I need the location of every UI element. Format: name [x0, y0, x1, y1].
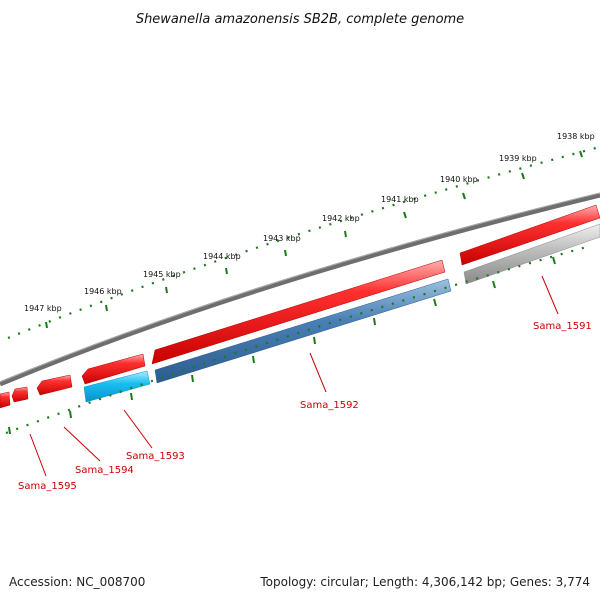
- tick-1946: [105, 304, 108, 312]
- leader-sama-1595: [29, 433, 47, 477]
- leader-sama-1592: [309, 352, 327, 393]
- gene-label-sama-1592[interactable]: Sama_1592: [300, 400, 359, 411]
- gene-label-sama-1591[interactable]: Sama_1591: [533, 321, 592, 332]
- inner-tick-3: [433, 298, 437, 307]
- reverse-strand-genes: [83, 223, 600, 403]
- scale-label-1947: 1947 kbp: [24, 304, 62, 313]
- tick-1942: [344, 230, 347, 238]
- tick-1945: [165, 286, 168, 294]
- inner-scale-ruler: [5, 244, 591, 435]
- gene-leader-lines: [29, 275, 559, 477]
- map-title: Shewanella amazonensis SB2B, complete ge…: [136, 12, 464, 27]
- gene-arrow-sama-1591[interactable]: [463, 223, 600, 285]
- inner-tick-8: [130, 392, 133, 401]
- scale-label-1941: 1941 kbp: [381, 195, 419, 204]
- tick-1939: [521, 172, 525, 180]
- inner-tick-10: [8, 426, 11, 435]
- scale-label-1938: 1938 kbp: [557, 132, 595, 141]
- gene-label-sama-1594[interactable]: Sama_1594: [75, 465, 134, 476]
- scale-label-1939: 1939 kbp: [499, 154, 537, 163]
- inner-tick-5: [313, 336, 316, 345]
- gene-arrow-sama-1590[interactable]: [459, 204, 600, 266]
- tick-1947: [45, 321, 48, 329]
- leader-sama-1591: [541, 275, 559, 315]
- inner-tick-4: [373, 317, 376, 326]
- inner-tick-7: [191, 374, 194, 383]
- inner-tick-1: [552, 256, 556, 265]
- gene-arrow-sama-1592[interactable]: [154, 278, 452, 384]
- inner-scale-major-ticks: [8, 256, 556, 435]
- leader-sama-1593: [123, 409, 153, 449]
- inner-tick-9: [69, 410, 72, 419]
- gene-arrow-sama-1592-forward[interactable]: [151, 259, 446, 365]
- gene-arrow-sama-1593[interactable]: [83, 370, 151, 403]
- genome-backbone: [0, 192, 600, 387]
- genome-summary-text: Topology: circular; Length: 4,306,142 bp…: [259, 575, 590, 589]
- tick-1940: [462, 192, 466, 200]
- genome-backbone-highlight: [0, 192, 600, 383]
- tick-1944: [225, 267, 228, 275]
- scale-label-1942: 1942 kbp: [322, 214, 360, 223]
- forward-strand-genes: [0, 204, 600, 409]
- inner-tick-2: [492, 280, 496, 289]
- scale-label-1940: 1940 kbp: [440, 175, 478, 184]
- tick-1938: [579, 150, 583, 158]
- tick-1941: [403, 211, 407, 219]
- gene-label-sama-1593[interactable]: Sama_1593: [126, 451, 185, 462]
- scale-major-ticks: [45, 150, 583, 329]
- inner-tick-6: [252, 355, 255, 364]
- scale-label-1943: 1943 kbp: [263, 234, 301, 243]
- accession-text: Accession: NC_008700: [9, 575, 145, 589]
- leader-sama-1594: [63, 426, 101, 462]
- gene-arrow-sama-1593-forward[interactable]: [81, 353, 146, 385]
- scale-label-1946: 1946 kbp: [84, 287, 122, 296]
- scale-label-1944: 1944 kbp: [203, 252, 241, 261]
- tick-1943: [284, 249, 287, 257]
- gene-arrow-sama-1595-forward[interactable]: [11, 386, 29, 403]
- scale-label-1945: 1945 kbp: [143, 270, 181, 279]
- gene-arrow-edge[interactable]: [0, 391, 11, 409]
- gene-arrow-sama-1594-forward[interactable]: [36, 374, 73, 396]
- gene-label-sama-1595[interactable]: Sama_1595: [18, 481, 77, 492]
